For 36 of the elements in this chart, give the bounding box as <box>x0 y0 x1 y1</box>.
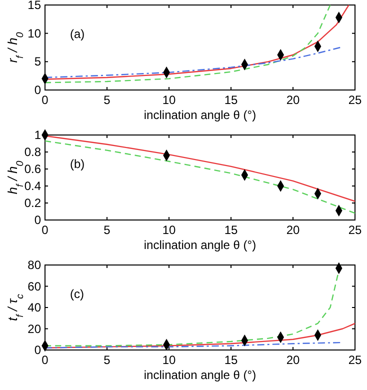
x-tick-label: 5 <box>104 93 111 107</box>
x-axis-title: inclination angle θ (°) <box>144 108 256 122</box>
x-tick-label: 25 <box>348 93 362 107</box>
y-tick-label: 0 <box>34 83 42 97</box>
x-tick-label: 25 <box>348 353 362 367</box>
y-tick-label: 0.8 <box>24 145 42 159</box>
y-tick-label: 0.2 <box>24 196 42 210</box>
x-axis-title: inclination angle θ (°) <box>144 238 256 252</box>
x-tick-label: 15 <box>224 93 238 107</box>
x-tick-label: 20 <box>286 93 300 107</box>
y-tick-label: 80 <box>28 258 42 272</box>
y-tick-label: 40 <box>28 300 42 314</box>
x-tick-label: 20 <box>286 353 300 367</box>
x-tick-label: 10 <box>162 353 176 367</box>
x-tick-label: 15 <box>224 353 238 367</box>
annotation: (b) <box>70 157 85 171</box>
x-tick-label: 15 <box>224 223 238 237</box>
y-tick-label: 60 <box>28 279 42 294</box>
x-tick-label: 20 <box>286 223 300 237</box>
x-tick-label: 5 <box>104 223 111 237</box>
y-tick-label: 0 <box>34 213 42 227</box>
y-tick-label: 0 <box>34 343 42 357</box>
x-tick-label: 10 <box>162 93 176 107</box>
annotation: (c) <box>70 287 84 301</box>
y-tick-label: 20 <box>28 322 42 336</box>
x-tick-label: 5 <box>104 353 111 367</box>
y-tick-label: 10 <box>28 26 42 40</box>
y-tick-label: 15 <box>28 0 42 12</box>
y-tick-label: 0.6 <box>24 162 42 176</box>
y-tick-label: 1 <box>34 128 42 142</box>
annotation: (a) <box>70 27 85 41</box>
x-tick-label: 10 <box>162 223 176 237</box>
y-tick-label: 5 <box>34 54 42 69</box>
y-tick-label: 0.4 <box>24 179 42 193</box>
x-tick-label: 25 <box>348 223 362 237</box>
x-axis-title: inclination angle θ (°) <box>144 368 256 382</box>
